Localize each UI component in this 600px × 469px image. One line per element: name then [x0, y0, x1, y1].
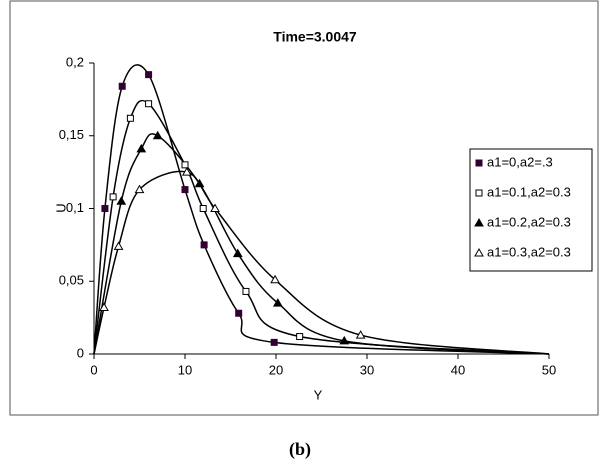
legend-label: a1=0,a2=.3 — [487, 154, 553, 169]
x-tick-label: 30 — [360, 362, 374, 377]
chart-title: Time=3.0047 — [273, 29, 357, 45]
legend-label: a1=0.3,a2=0.3 — [487, 244, 571, 259]
x-tick-label: 50 — [542, 362, 556, 377]
data-point — [181, 186, 189, 194]
data-point — [242, 287, 250, 295]
data-point — [152, 130, 163, 140]
data-point — [101, 205, 109, 212]
y-tick-label: 0,05 — [59, 273, 84, 288]
data-point — [181, 161, 189, 169]
data-point — [232, 248, 243, 258]
x-tick-label: 10 — [178, 362, 192, 377]
data-point — [339, 335, 350, 345]
data-point — [235, 309, 243, 317]
data-point — [210, 203, 220, 212]
legend-label: a1=0.1,a2=0.3 — [487, 184, 571, 199]
data-point — [200, 241, 208, 249]
data-point — [270, 338, 278, 346]
legend-marker — [474, 217, 484, 227]
x-tick-label: 20 — [269, 362, 283, 377]
data-point — [355, 330, 366, 339]
x-tick-label: 40 — [451, 362, 465, 377]
data-point — [126, 114, 134, 122]
data-point — [99, 302, 109, 311]
data-point — [194, 178, 205, 188]
data-point — [199, 205, 207, 212]
data-point — [134, 184, 145, 194]
legend-marker — [474, 247, 484, 257]
legend-marker — [475, 189, 483, 197]
x-tick-label: 0 — [90, 362, 97, 377]
legend-label: a1=0.2,a2=0.3 — [487, 214, 571, 229]
data-point — [145, 71, 153, 79]
data-point — [272, 298, 283, 307]
chart-frame — [9, 0, 599, 416]
y-axis-title: U — [53, 203, 68, 212]
y-tick-label: 0,15 — [59, 127, 84, 142]
data-point — [109, 193, 117, 201]
data-point — [145, 100, 153, 108]
data-point — [296, 333, 304, 341]
data-point — [116, 196, 127, 205]
legend-marker — [475, 159, 483, 167]
data-point — [118, 82, 126, 90]
y-tick-label: 0,2 — [66, 54, 84, 69]
data-point — [270, 274, 280, 284]
y-tick-label: 0,1 — [66, 200, 84, 215]
data-point — [181, 167, 192, 176]
caption: (b) — [289, 439, 311, 460]
legend-box — [469, 148, 593, 272]
data-point — [113, 241, 124, 250]
data-point — [136, 143, 147, 153]
x-axis-title: Y — [314, 387, 323, 402]
y-tick-label: 0 — [77, 345, 84, 360]
